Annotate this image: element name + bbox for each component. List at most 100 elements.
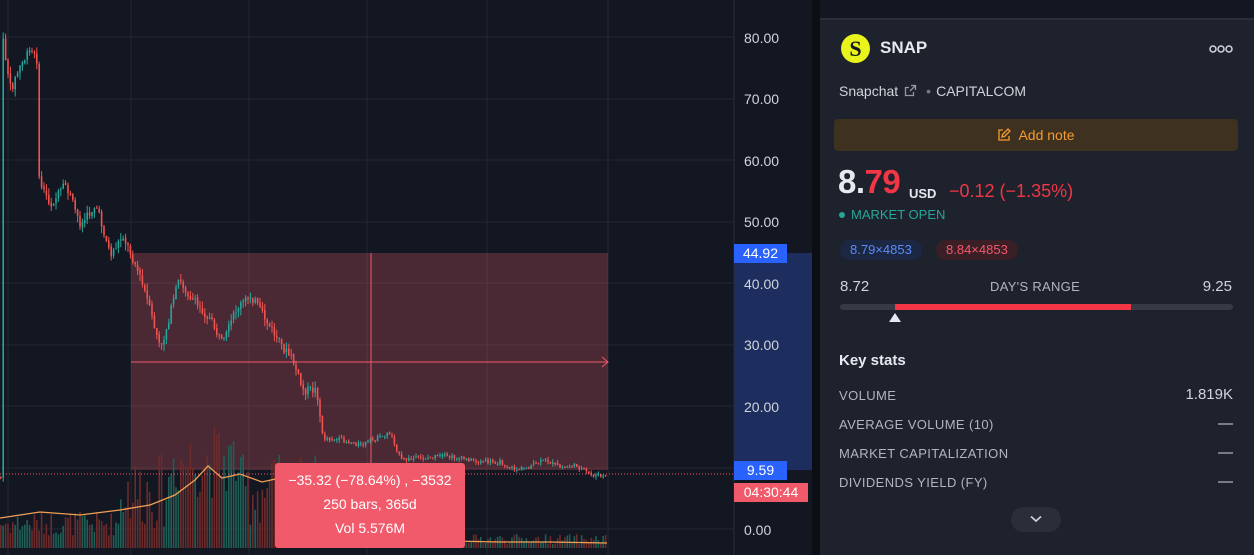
candle-body	[139, 269, 141, 275]
candle-body	[470, 458, 472, 461]
candle-body	[331, 439, 333, 441]
volume-bar	[170, 473, 172, 548]
volume-bar	[482, 542, 484, 548]
candle-body	[36, 53, 38, 64]
more-dots-icon[interactable]	[1208, 38, 1234, 58]
volume-bar	[576, 534, 578, 548]
candle-body	[206, 316, 208, 319]
volume-bar	[468, 542, 470, 548]
candle-body	[43, 186, 45, 190]
candle-body	[120, 239, 122, 241]
key-stats-title: Key stats	[839, 352, 906, 369]
candle-body	[516, 469, 518, 471]
symbol-name[interactable]: SNAP	[880, 38, 928, 57]
volume-bar	[2, 525, 4, 548]
candle-body	[33, 52, 36, 54]
volume-bar	[592, 539, 595, 548]
expand-stats-button[interactable]	[1011, 507, 1061, 532]
volume-bar	[21, 525, 24, 548]
candle-body	[422, 458, 424, 460]
volume-bar	[124, 507, 127, 548]
candle-body	[338, 437, 340, 441]
candle-body	[105, 236, 108, 241]
candle-body	[456, 458, 458, 460]
volume-bar	[180, 459, 182, 548]
volume-bar	[98, 519, 100, 548]
volume-bar	[547, 543, 549, 548]
candle-body	[48, 194, 50, 204]
candle-body	[168, 322, 170, 329]
price-chart[interactable]	[0, 0, 812, 555]
candle-body	[24, 60, 26, 63]
volume-bar	[259, 522, 261, 548]
measure-volume: Vol 5.576M	[334, 520, 406, 536]
company-name[interactable]: Snapchat	[839, 83, 899, 99]
add-note-button[interactable]: Add note	[834, 119, 1238, 151]
candle-body	[232, 312, 235, 320]
days-range-marker-icon	[889, 313, 901, 322]
candle-body	[523, 467, 525, 469]
candle-body	[319, 399, 321, 417]
candle-body	[554, 462, 556, 464]
candle-body	[240, 302, 242, 309]
volume-bar	[218, 432, 220, 548]
volume-bar	[45, 524, 48, 548]
candle-body	[208, 317, 211, 319]
candle-body	[184, 287, 187, 293]
volume-bar	[504, 540, 506, 548]
candle-body	[472, 459, 475, 461]
volume-bar	[151, 511, 153, 548]
external-link-icon[interactable]	[904, 84, 917, 100]
add-note-label: Add note	[1018, 127, 1075, 143]
candle-body	[189, 295, 192, 300]
candle-body	[0, 476, 2, 478]
candle-body	[271, 326, 273, 328]
volume-bar	[532, 540, 535, 548]
candle-body	[67, 184, 69, 194]
days-range-title: DAY'S RANGE	[990, 279, 1081, 294]
market-status: MARKET OPEN	[839, 207, 945, 222]
candle-body	[76, 209, 79, 216]
candle-body	[136, 264, 139, 271]
candle-body	[172, 298, 175, 305]
measure-arrow-head	[601, 356, 609, 368]
volume-bar	[108, 535, 110, 548]
volume-bar	[585, 539, 588, 548]
candle-body	[535, 462, 537, 464]
volume-bar	[120, 499, 122, 548]
last-price: 8.79	[838, 163, 901, 201]
volume-bar	[196, 496, 199, 548]
panel-splitter[interactable]	[812, 0, 820, 555]
candle-body	[103, 226, 105, 236]
volume-bar	[79, 511, 81, 548]
candle-body	[69, 193, 72, 196]
candle-body	[283, 344, 285, 353]
volume-bar	[62, 525, 64, 548]
volume-bar	[542, 542, 544, 548]
candle-body	[427, 457, 429, 459]
exchange-name[interactable]: CAPITALCOM	[936, 83, 1027, 99]
volume-bar	[271, 462, 273, 548]
candle-body	[348, 440, 350, 444]
candle-body	[55, 198, 57, 204]
volume-bar	[172, 458, 175, 548]
price-axis-label: 50.00	[744, 214, 780, 230]
volume-bar	[228, 445, 230, 548]
candle-body	[194, 298, 196, 300]
chart-area[interactable]: 80.00 70.00 60.00 50.00 40.00 30.00 20.0…	[0, 0, 812, 555]
candle-body	[544, 458, 547, 460]
price-axis-highlight	[734, 253, 812, 470]
candle-body	[153, 315, 156, 328]
candle-body	[9, 73, 12, 84]
volume-bar	[597, 540, 600, 548]
candle-body	[288, 348, 290, 356]
candle-body	[362, 444, 364, 446]
candle-body	[376, 436, 379, 442]
candle-body	[592, 474, 595, 477]
price-axis-label: 0.00	[744, 522, 772, 538]
candle-body	[45, 190, 48, 196]
volume-bar	[127, 481, 129, 548]
volume-bar	[110, 513, 112, 548]
candle-body	[86, 212, 88, 220]
candle-body	[345, 441, 348, 443]
